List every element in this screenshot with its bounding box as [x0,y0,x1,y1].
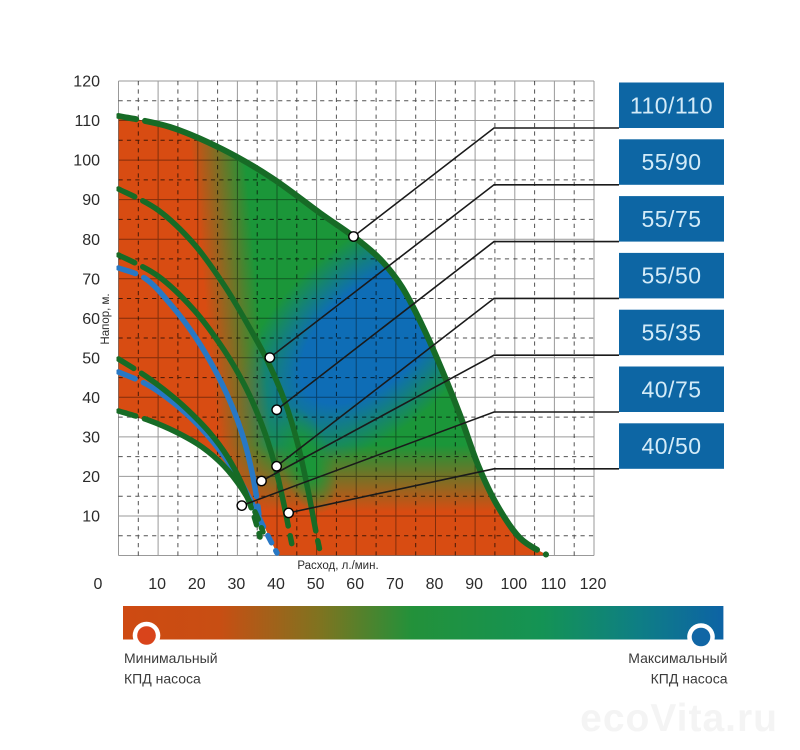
svg-text:50: 50 [82,350,100,367]
svg-text:Расход, л./мин.: Расход, л./мин. [297,560,378,572]
svg-text:70: 70 [386,576,404,593]
svg-text:90: 90 [82,192,100,209]
svg-text:30: 30 [82,430,100,447]
svg-text:40: 40 [267,576,285,593]
svg-text:40: 40 [82,390,100,407]
svg-text:90: 90 [465,576,483,593]
svg-text:55/35: 55/35 [641,319,701,345]
svg-text:100: 100 [500,576,527,593]
svg-text:80: 80 [82,232,100,249]
svg-text:40/75: 40/75 [641,376,701,402]
svg-text:40/50: 40/50 [641,433,701,459]
svg-text:Максимальный: Максимальный [628,650,727,666]
svg-text:10: 10 [148,576,166,593]
svg-text:60: 60 [346,576,364,593]
svg-text:0: 0 [94,576,103,593]
svg-text:20: 20 [188,576,206,593]
svg-text:55/75: 55/75 [641,206,701,232]
svg-text:20: 20 [82,469,100,486]
svg-text:55/90: 55/90 [641,149,701,175]
svg-text:55/50: 55/50 [641,263,701,289]
svg-text:80: 80 [426,576,444,593]
svg-text:70: 70 [82,271,100,288]
svg-text:10: 10 [82,509,100,526]
svg-text:110: 110 [541,576,567,593]
svg-text:50: 50 [307,576,325,593]
svg-text:КПД насоса: КПД насоса [124,671,201,687]
svg-text:ecoVita.ru: ecoVita.ru [580,697,778,740]
svg-text:Минимальный: Минимальный [124,650,218,666]
svg-text:Напор, м.: Напор, м. [100,293,112,344]
svg-text:КПД насоса: КПД насоса [651,671,728,687]
svg-text:100: 100 [73,153,100,170]
svg-text:30: 30 [228,576,246,593]
svg-text:110/110: 110/110 [630,92,713,118]
svg-text:60: 60 [82,311,100,328]
svg-text:120: 120 [73,74,100,91]
svg-text:110: 110 [74,113,100,130]
svg-text:120: 120 [580,576,607,593]
